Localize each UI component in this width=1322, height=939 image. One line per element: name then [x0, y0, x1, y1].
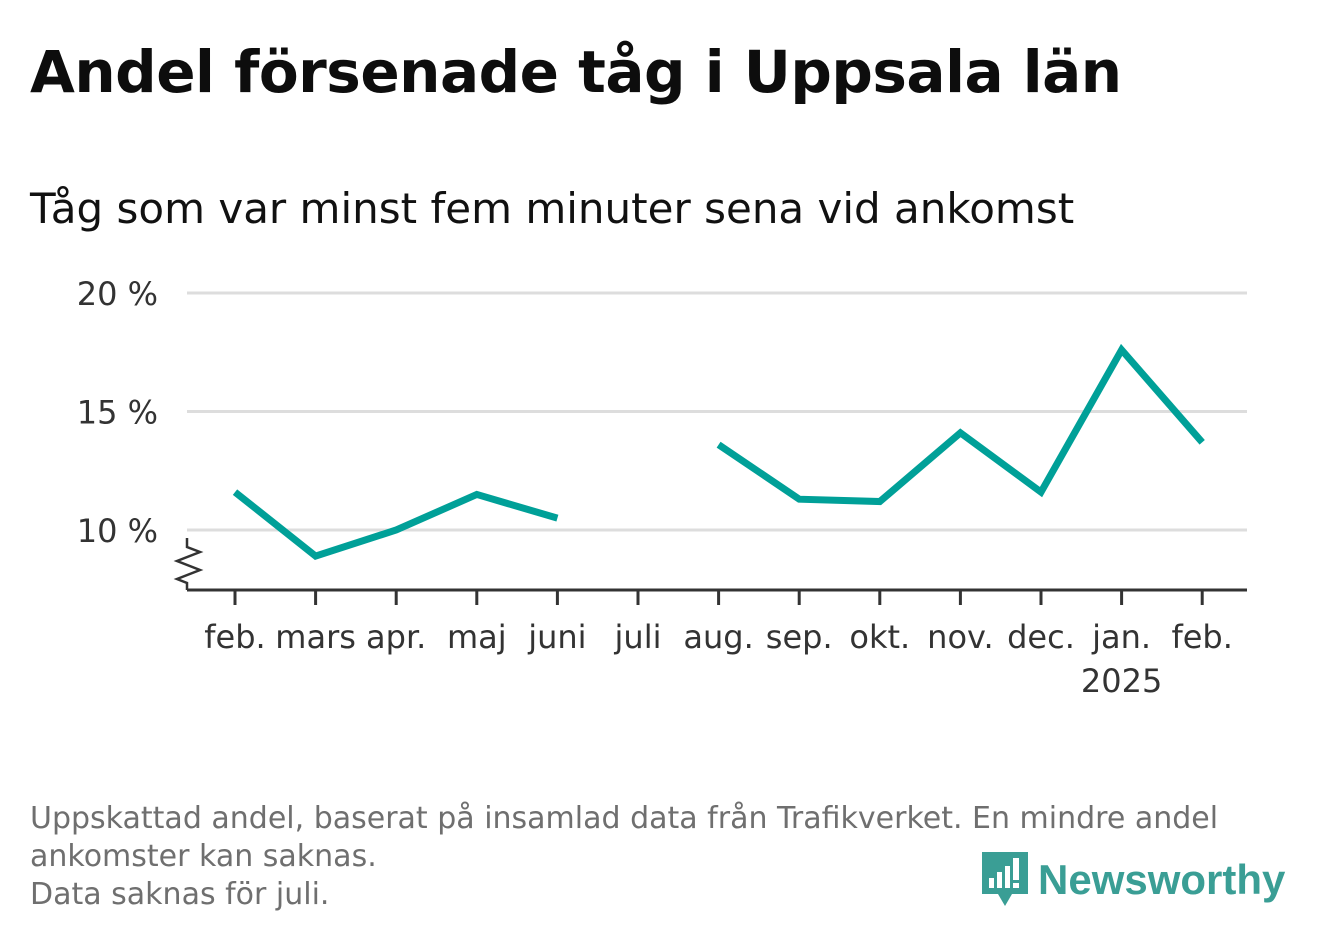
chart-subtitle: Tåg som var minst fem minuter sena vid a… — [30, 184, 1075, 233]
newsworthy-logo: Newsworthy — [980, 850, 1285, 910]
footnote-line-1: Uppskattad andel, baserat på insamlad da… — [30, 801, 1219, 836]
x-tick-label: okt. — [849, 618, 910, 656]
x-tick-label: jan. — [1091, 618, 1151, 656]
newsworthy-logo-icon — [982, 852, 1028, 906]
y-tick-label: 10 % — [77, 512, 158, 550]
y-tick-label: 20 % — [77, 275, 158, 313]
x-tick-label: aug. — [683, 618, 753, 656]
x-tick-label: dec. — [1007, 618, 1075, 656]
series-line — [232, 489, 559, 560]
logo-text: Newsworthy — [1038, 856, 1286, 903]
footnote: Uppskattad andel, baserat på insamlad da… — [30, 800, 1280, 914]
x-tick-label: sep. — [766, 618, 833, 656]
line-chart: 10 % 15 % 20 % feb. mars apr. maj juni juli aug. s… — [77, 275, 1247, 700]
y-tick-label: 15 % — [77, 394, 158, 432]
x-tick-label: nov. — [927, 618, 993, 656]
series-line — [716, 343, 1205, 506]
x-tick-label: feb. — [204, 618, 265, 656]
footnote-line-2: ankomster kan saknas. — [30, 839, 377, 874]
x-tick-label: feb. — [1171, 618, 1232, 656]
footnote-line-3: Data saknas för juli. — [30, 877, 330, 912]
axis-break-icon — [173, 538, 204, 590]
x-tick-label: juli — [614, 618, 662, 656]
chart-title: Andel försenade tåg i Uppsala län — [30, 38, 1122, 106]
x-tick-label: maj — [447, 618, 507, 656]
x-tick-label: mars — [275, 618, 356, 656]
x-year-label: 2025 — [1081, 662, 1162, 700]
x-tick-label: apr. — [366, 618, 426, 656]
x-tick-label: juni — [527, 618, 586, 656]
